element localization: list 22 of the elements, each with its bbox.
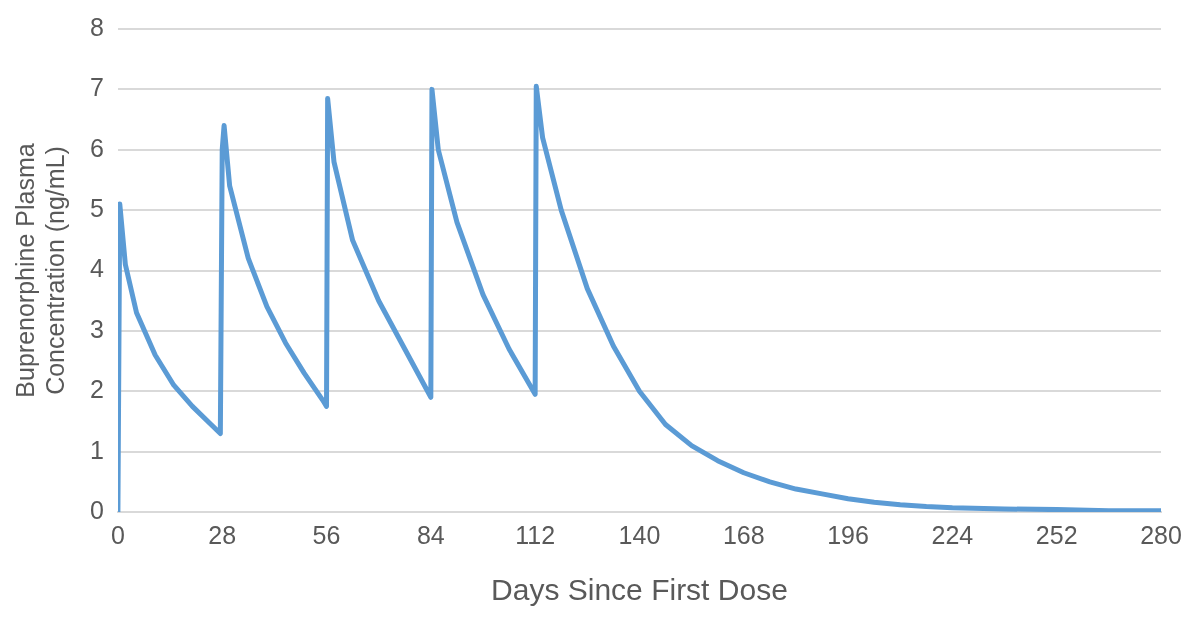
x-tick-label: 56 — [312, 520, 341, 549]
x-tick-label: 280 — [1140, 520, 1182, 549]
y-tick-label: 3 — [90, 314, 104, 343]
y-axis-title: Buprenorphine Plasma Concentration (ng/mL) — [10, 143, 69, 398]
y-tick-label: 0 — [90, 495, 104, 524]
y-tick-label: 7 — [90, 73, 104, 102]
y-tick-label: 8 — [90, 12, 104, 41]
x-tick-label: 196 — [827, 520, 869, 549]
x-tick-label: 112 — [515, 520, 556, 549]
y-tick-label: 1 — [90, 435, 104, 464]
x-tick-label: 84 — [416, 520, 445, 549]
y-tick-label: 5 — [90, 194, 104, 223]
x-tick-label: 168 — [722, 520, 765, 549]
x-tick-label: 224 — [931, 520, 974, 549]
x-tick-label: 0 — [110, 520, 125, 549]
y-tick-label: 2 — [90, 375, 104, 404]
y-tick-label: 4 — [90, 254, 104, 283]
x-tick-label: 28 — [208, 520, 237, 549]
x-axis-title: Days Since First Dose — [491, 573, 788, 607]
y-tick-label: 6 — [90, 133, 104, 162]
x-tick-label: 140 — [618, 520, 661, 549]
x-tick-label: 252 — [1035, 520, 1078, 549]
